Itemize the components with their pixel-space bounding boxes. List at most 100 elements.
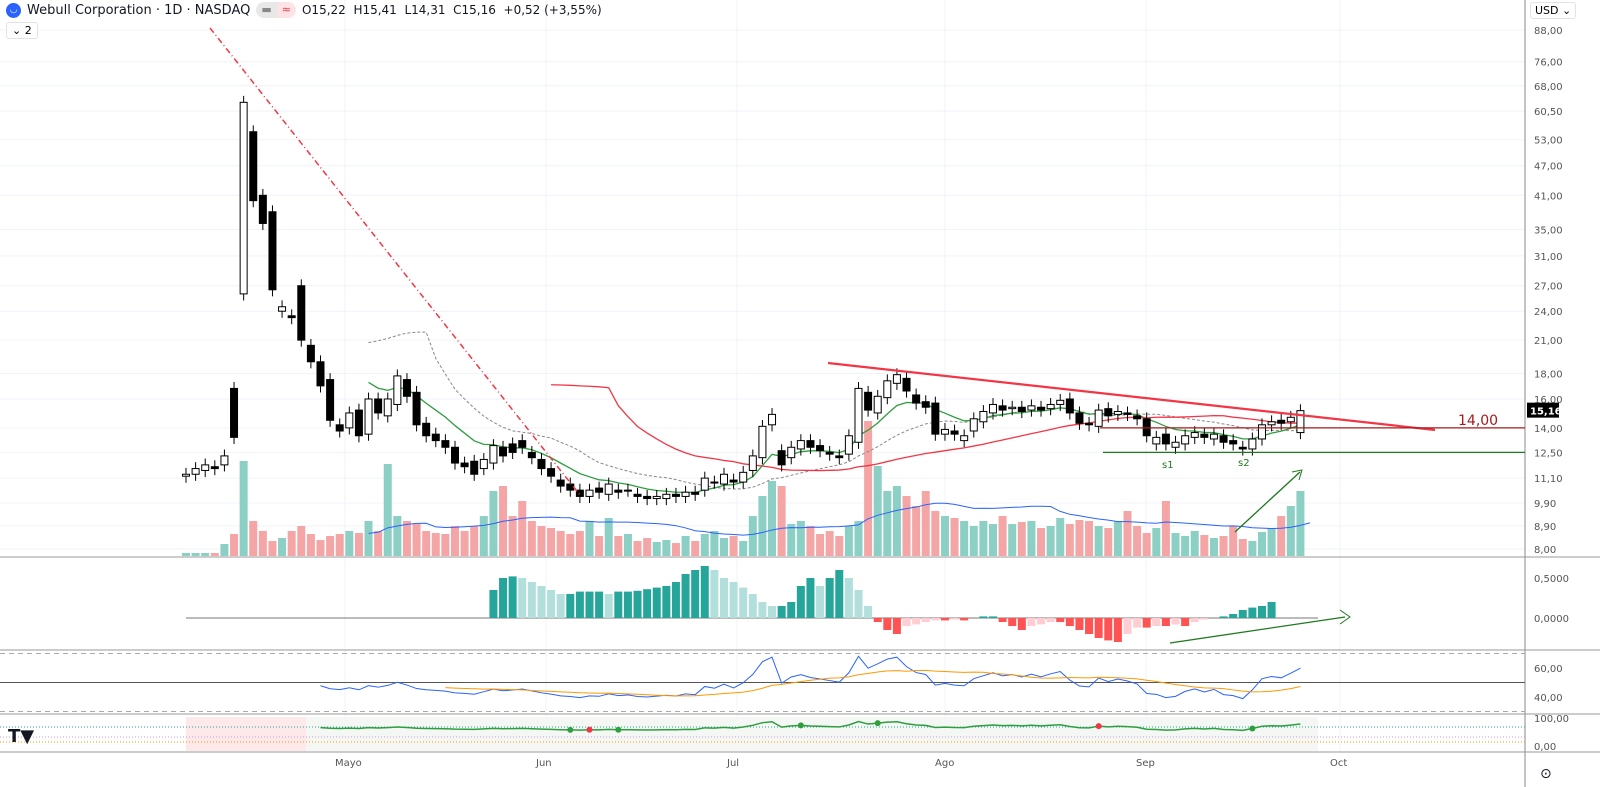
support-label-s1: s1 — [1162, 460, 1174, 471]
candle-body — [1257, 424, 1266, 440]
volume-bar — [354, 533, 363, 556]
macd-histogram-bar — [710, 570, 719, 618]
volume-bar — [931, 511, 940, 556]
currency-button[interactable]: USD ⌄ — [1530, 2, 1577, 19]
candle-body — [1238, 446, 1247, 450]
volume-bar — [1046, 526, 1055, 556]
approx-icon[interactable]: ≈ — [276, 2, 296, 18]
minus-icon[interactable]: ▬ — [256, 2, 277, 18]
tradingview-logo-icon[interactable]: T▼ — [8, 726, 35, 747]
macd-histogram-bar — [671, 582, 680, 618]
macd-histogram-bar — [739, 587, 748, 618]
volume-bar — [1219, 536, 1228, 556]
candle-body — [479, 458, 488, 470]
macd-histogram-bar — [1190, 618, 1199, 622]
candle-body — [671, 493, 680, 497]
volume-bar — [758, 496, 767, 556]
volume-bar — [518, 501, 527, 556]
volume-bar — [402, 521, 411, 556]
volume-bar — [825, 531, 834, 556]
volume-bar — [604, 518, 613, 556]
volume-bar — [1181, 536, 1190, 556]
candle-body — [892, 374, 901, 384]
settings-icon[interactable]: ⊙ — [1540, 766, 1552, 782]
osc-background — [186, 717, 306, 751]
macd-histogram-bar — [892, 618, 901, 634]
candle-body — [902, 377, 911, 392]
volume-bar — [700, 534, 709, 556]
candle-body — [1123, 412, 1132, 415]
volume-bar — [864, 421, 873, 556]
candle-body — [258, 194, 267, 224]
resistance-trend-line — [827, 361, 1436, 432]
volume-bar — [201, 553, 210, 556]
candle-body — [450, 446, 459, 464]
candle-body — [1229, 440, 1238, 445]
volume-bar — [719, 538, 728, 556]
volume-bar — [1152, 528, 1161, 556]
volume-bar — [191, 553, 200, 556]
candle-body — [278, 306, 287, 312]
candle-body — [460, 462, 469, 468]
macd-histogram-bar — [537, 586, 546, 618]
volume-bar — [316, 540, 325, 556]
volume-bar — [470, 526, 479, 556]
indicator-count: 2 — [24, 24, 32, 37]
macd-histogram-bar — [883, 618, 892, 630]
price-tick-label: 12,50 — [1534, 448, 1563, 459]
volume-bar — [1075, 520, 1084, 556]
volume-bar — [777, 486, 786, 556]
volume-bar — [230, 534, 239, 556]
volume-bar — [1113, 521, 1122, 556]
volume-bar — [873, 466, 882, 556]
rsi-tick-label: 60,00 — [1534, 664, 1563, 675]
macd-histogram-bar — [1056, 618, 1065, 622]
macd-histogram-bar — [691, 570, 700, 618]
volume-bar — [1027, 521, 1036, 556]
volume-bar — [479, 516, 488, 556]
candle-body — [364, 398, 373, 435]
candle-body — [1133, 415, 1142, 420]
macd-histogram-bar — [700, 566, 709, 618]
volume-bar — [960, 521, 969, 556]
candle-body — [969, 418, 978, 432]
volume-bar — [575, 531, 584, 556]
volume-bar — [1008, 524, 1017, 556]
macd-histogram-bar — [1171, 618, 1180, 625]
macd-histogram-bar — [575, 591, 584, 618]
candle-body — [326, 379, 335, 421]
macd-histogram-bar — [614, 591, 623, 618]
macd-histogram-bar — [595, 591, 604, 618]
volume-bar — [681, 536, 690, 556]
volume-bar — [768, 481, 777, 556]
volume-bar — [816, 534, 825, 556]
rsi-line — [320, 655, 1301, 700]
candle-body — [201, 464, 210, 471]
candle-body — [230, 387, 239, 438]
change-value: +0,52 (+3,55%) — [503, 3, 602, 17]
candle-body — [249, 131, 258, 202]
volume-bar — [1085, 521, 1094, 556]
price-tick-label: 11,10 — [1534, 474, 1563, 485]
volume-bar — [1104, 528, 1113, 556]
candle-body — [816, 445, 825, 452]
macd-histogram-bar — [835, 570, 844, 618]
candle-body — [1056, 399, 1065, 405]
candle-body — [239, 101, 248, 295]
volume-bar — [326, 536, 335, 556]
symbol-title[interactable]: Webull Corporation · 1D · NASDAQ — [27, 2, 251, 18]
volume-bar — [671, 543, 680, 556]
candle-body — [614, 489, 623, 493]
indicators-collapse-button[interactable]: ⌄ 2 — [6, 22, 38, 39]
candle-body — [1181, 435, 1190, 445]
volume-bar — [1257, 532, 1266, 556]
candle-body — [191, 468, 200, 475]
price-tick-label: 16,00 — [1534, 395, 1563, 406]
macd-histogram-bar — [1027, 618, 1036, 626]
legend-toggles[interactable]: ▬ ≈ — [256, 2, 296, 18]
volume-bar — [1238, 539, 1247, 556]
candle-body — [844, 435, 853, 455]
volume-bar — [422, 531, 431, 556]
macd-histogram-bar — [1037, 618, 1046, 625]
